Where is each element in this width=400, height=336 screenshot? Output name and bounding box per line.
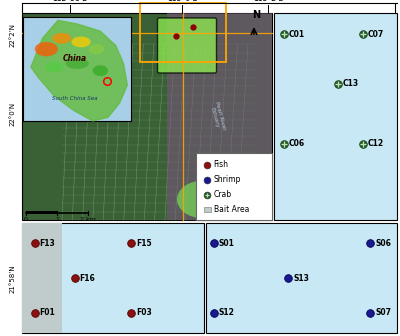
Text: F16: F16 (80, 274, 95, 283)
Bar (196, 153, 272, 220)
Text: C07: C07 (368, 30, 384, 39)
Text: Shrimp: Shrimp (214, 175, 241, 184)
Text: S01: S01 (218, 239, 234, 248)
Text: China: China (63, 54, 87, 63)
Ellipse shape (66, 58, 89, 69)
Bar (22, 223, 62, 333)
FancyBboxPatch shape (158, 18, 216, 73)
Text: Pearl River
Estuary: Pearl River Estuary (208, 101, 226, 132)
Ellipse shape (44, 62, 64, 73)
Text: C12: C12 (368, 139, 384, 148)
Text: F15: F15 (136, 239, 152, 248)
Text: 1: 1 (55, 217, 59, 222)
Text: F01: F01 (40, 308, 55, 318)
Text: Crab: Crab (214, 190, 232, 199)
Text: 22°0’N: 22°0’N (10, 102, 16, 126)
Text: 112°58’E: 112°58’E (52, 0, 88, 3)
Text: S13: S13 (293, 274, 309, 283)
Text: S07: S07 (375, 308, 391, 318)
Bar (206, 223, 397, 333)
Text: F13: F13 (40, 239, 55, 248)
Ellipse shape (93, 65, 108, 76)
Text: 22°2’N: 22°2’N (10, 23, 16, 47)
Text: Bait Area: Bait Area (214, 205, 249, 214)
Text: 113°2’E: 113°2’E (253, 0, 283, 3)
Ellipse shape (72, 37, 91, 47)
Text: C06: C06 (289, 139, 305, 148)
Text: N: N (252, 10, 260, 20)
Text: S12: S12 (218, 308, 234, 318)
Text: C01: C01 (289, 30, 305, 39)
Ellipse shape (52, 33, 72, 44)
Text: 113°0’E: 113°0’E (167, 0, 197, 3)
Bar (274, 13, 397, 220)
Text: South China Sea: South China Sea (52, 95, 98, 100)
Text: 0: 0 (24, 217, 28, 222)
Ellipse shape (35, 42, 58, 56)
Text: 2 km: 2 km (80, 217, 96, 222)
Bar (204, 207, 211, 212)
Text: Fish: Fish (214, 161, 229, 169)
Bar (167, 13, 272, 220)
Text: S06: S06 (375, 239, 391, 248)
Bar (140, 3, 226, 62)
Ellipse shape (177, 181, 227, 218)
Ellipse shape (89, 44, 104, 54)
Text: 21°58’N: 21°58’N (10, 264, 16, 293)
Bar (26, 211, 57, 214)
Bar (22, 13, 272, 220)
Text: F03: F03 (136, 308, 152, 318)
Bar (22, 223, 204, 333)
Polygon shape (31, 20, 127, 121)
Text: C13: C13 (343, 79, 359, 88)
Bar (23, 17, 131, 121)
